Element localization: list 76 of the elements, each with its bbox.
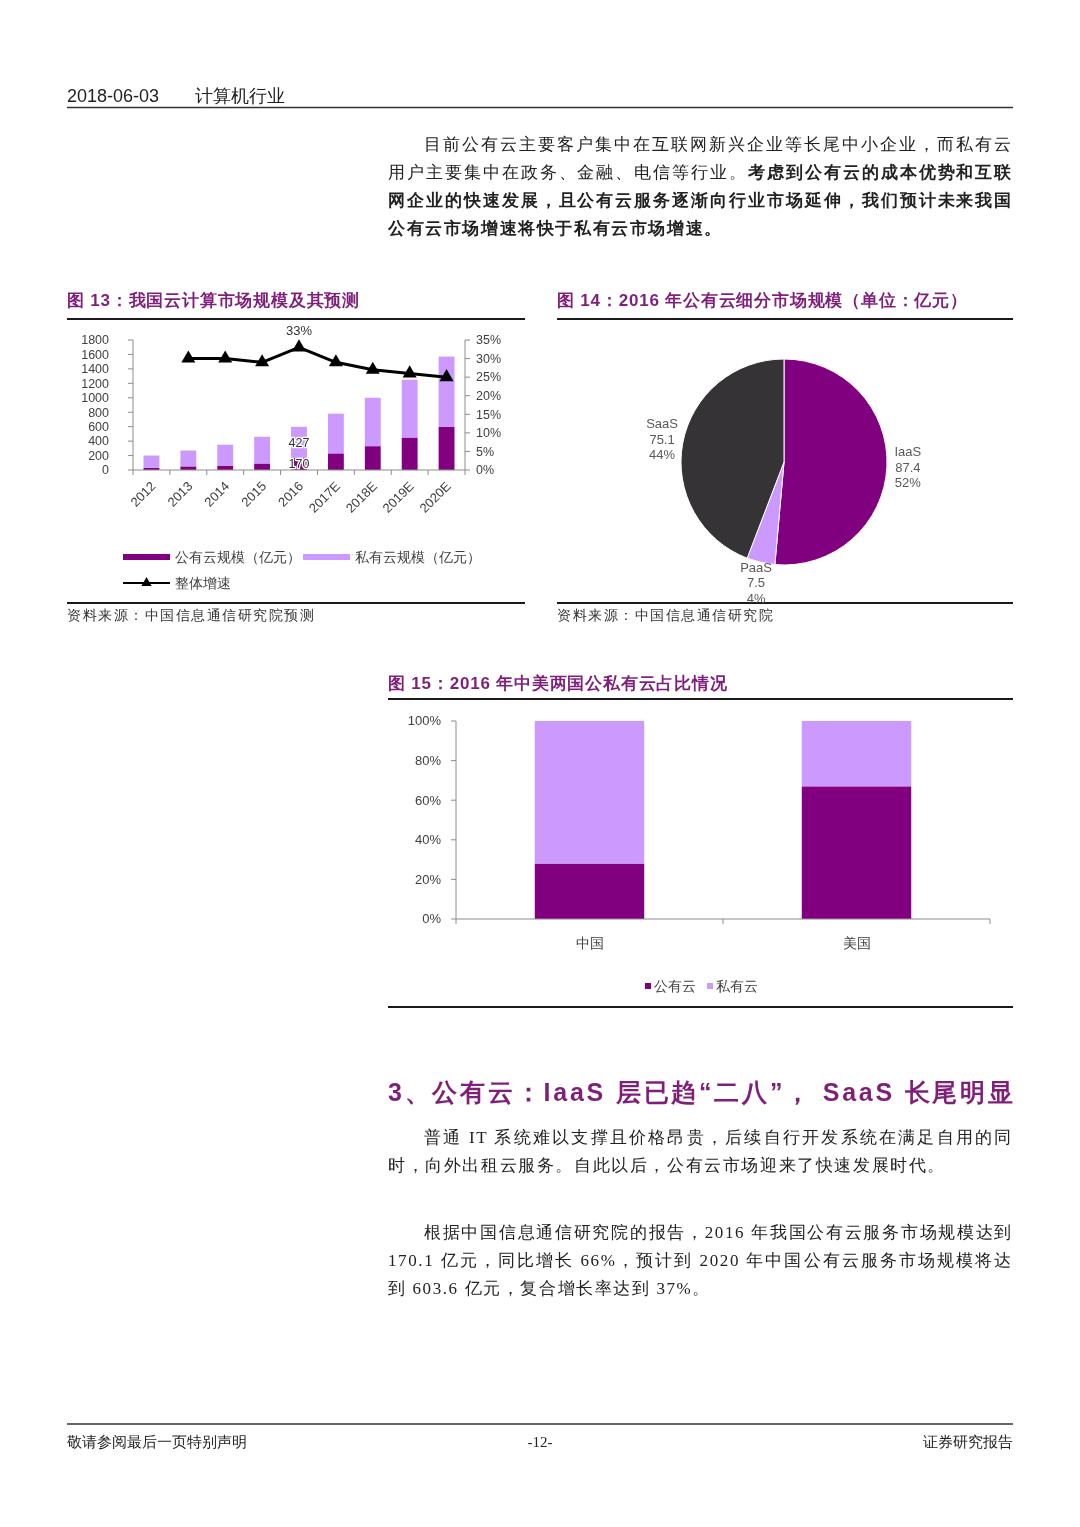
point xyxy=(365,361,380,374)
text: -12- xyxy=(527,1434,553,1450)
point xyxy=(218,350,233,363)
text: 敬请参阅最后一页特别声明 xyxy=(67,1434,247,1450)
y-tick-label: 0 xyxy=(102,463,110,478)
y2-tick-label: 10% xyxy=(476,426,502,441)
y-tick-label: 1000 xyxy=(81,391,110,406)
y2-tick-label: 15% xyxy=(476,407,502,422)
y-tick-label: 100% xyxy=(407,713,442,729)
y2-tick-label: 0% xyxy=(476,463,495,478)
y-tick-label: 400 xyxy=(88,434,110,449)
bar xyxy=(801,786,912,919)
y2-tick-label: 30% xyxy=(476,351,502,366)
y-tick-label: 0% xyxy=(422,911,442,927)
y-tick-label: 1200 xyxy=(81,376,110,391)
chart-title: 图 15：2016 年中美两国公私有云占比情况 xyxy=(388,674,728,693)
slice-label: SaaS xyxy=(646,416,679,432)
y-tick-label: 200 xyxy=(88,448,110,463)
point xyxy=(328,354,343,367)
bar xyxy=(534,863,645,919)
point xyxy=(402,365,417,378)
bar xyxy=(327,453,344,470)
bar xyxy=(401,379,418,438)
point xyxy=(439,369,454,382)
y2-tick-label: 35% xyxy=(476,333,502,348)
legend-label: 整体增速 xyxy=(175,575,231,591)
bar xyxy=(438,356,455,427)
y-tick-label: 1400 xyxy=(81,362,110,377)
slice-label: IaaS xyxy=(894,444,922,460)
chart-title: 图 13：我国云计算市场规模及其预测 xyxy=(67,291,361,310)
legend-label: 私有云 xyxy=(716,978,758,994)
data-label: 7.5 4% xyxy=(746,575,766,606)
legend-label: 私有云规模（亿元） xyxy=(355,549,481,565)
point xyxy=(181,350,196,363)
text: 2018-06-03 xyxy=(67,86,160,106)
y-tick-label: 40% xyxy=(414,832,442,848)
bar xyxy=(801,721,912,787)
y-tick-label: 800 xyxy=(88,405,110,420)
text: 资料来源：中国信息通信研究院 xyxy=(557,608,774,623)
data-label: 87.4 52% xyxy=(894,460,922,491)
bar xyxy=(401,437,418,470)
x-tick-label: 美国 xyxy=(842,936,871,951)
bar xyxy=(217,444,234,466)
text: 3、公有云：IaaS 层已趋“二八”， SaaS 长尾明显 xyxy=(388,1078,1013,1106)
text: 普通 IT 系统难以支撑且价格昂贵，后续自行开发系统在满足自用的同时，向外出租云服务。自此以后，公有云市场迎来了快速发展时代。 xyxy=(388,1128,1013,1175)
y2-tick-label: 5% xyxy=(476,444,495,459)
bar xyxy=(180,450,197,467)
bar xyxy=(327,413,344,454)
data-label: 75.1 44% xyxy=(649,431,676,463)
y-tick-label: 600 xyxy=(88,419,110,434)
bar xyxy=(364,446,381,470)
bar xyxy=(438,426,455,470)
x-tick-label: 中国 xyxy=(575,936,604,951)
point xyxy=(255,354,270,367)
bar xyxy=(254,436,271,464)
data-label: 33% xyxy=(285,323,313,339)
y-tick-label: 1600 xyxy=(81,347,110,362)
text: 根据中国信息通信研究院的报告，2016 年我国公有云服务市场规模达到 170.1 亿元，同比增长 66%，预计到 2020 年中国公有云服务市场规模将达到 603.6 亿元，复合增长率达到 37%。 xyxy=(388,1223,1013,1298)
text: 证券研究报告 xyxy=(923,1434,1013,1450)
y-tick-label: 80% xyxy=(414,752,442,768)
y-tick-label: 60% xyxy=(414,792,442,808)
legend-label: 公有云 xyxy=(654,978,696,994)
y2-tick-label: 25% xyxy=(476,370,502,385)
data-label: 427 xyxy=(288,435,310,450)
legend-label: 公有云规模（亿元） xyxy=(175,549,301,565)
y-tick-label: 20% xyxy=(414,871,442,887)
text: 资料来源：中国信息通信研究院预测 xyxy=(67,608,315,623)
point xyxy=(292,339,307,352)
bar xyxy=(534,721,645,864)
slice-label: PaaS xyxy=(740,559,773,575)
bar xyxy=(143,455,160,468)
bar xyxy=(364,397,381,447)
y2-tick-label: 20% xyxy=(476,389,502,404)
text: 计算机行业 xyxy=(195,86,285,106)
y-tick-label: 1800 xyxy=(81,333,110,348)
chart-title: 图 14：2016 年公有云细分市场规模（单位：亿元） xyxy=(557,291,968,310)
